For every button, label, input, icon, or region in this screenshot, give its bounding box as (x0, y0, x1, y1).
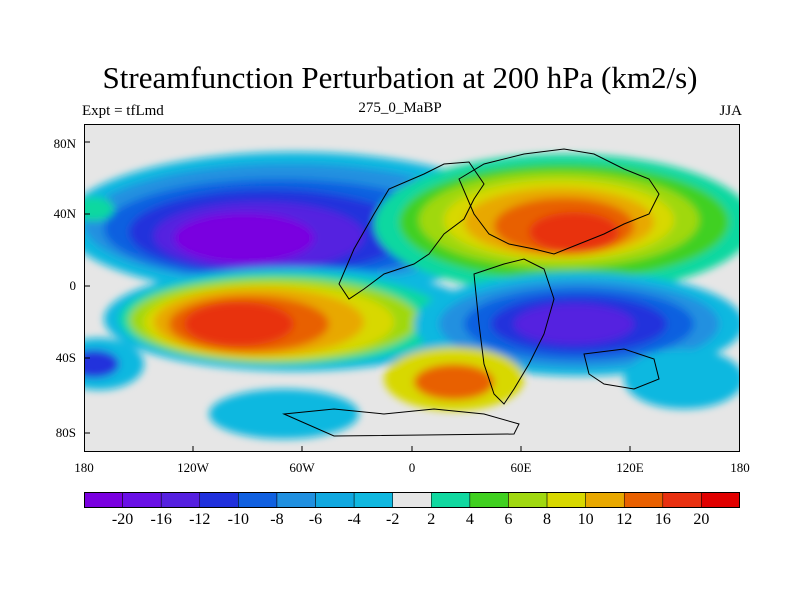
plot-title: Streamfunction Perturbation at 200 hPa (… (102, 60, 698, 95)
colorbar-label: 16 (654, 511, 671, 528)
colorbar-label: 20 (693, 511, 710, 528)
y-tick-label: 0 (69, 278, 77, 293)
colorbar-box (662, 492, 702, 508)
y-tick-label: 80N (53, 136, 76, 151)
colorbar-box (160, 492, 201, 508)
colorbar-label: -2 (386, 511, 400, 528)
x-tick-label: 120W (177, 460, 209, 475)
colorbar-box (392, 492, 432, 508)
antarctica-outline (282, 408, 520, 437)
y-tick-label: 40N (53, 206, 76, 221)
colorbar-label: -10 (227, 511, 249, 528)
colorbar-box (276, 492, 316, 508)
period-label: 275_0_MaBP (358, 100, 442, 116)
experiment-label: Expt = tfLmd (82, 103, 164, 119)
season-label: JJA (719, 103, 742, 119)
colorbar-box (431, 492, 471, 508)
x-tick-label: 120E (616, 460, 644, 475)
colorbar-box (353, 492, 393, 508)
colorbar-box (623, 492, 664, 508)
colorbar-box (315, 492, 355, 508)
colorbar-label: -4 (347, 511, 361, 528)
x-tick-label: 180 (74, 460, 94, 475)
y-tick-label: 40S (55, 350, 76, 365)
colorbar-box (238, 492, 278, 508)
colorbar-box (508, 492, 548, 508)
australia-outline (583, 348, 660, 390)
colorbar-box (585, 492, 625, 508)
colorbar (84, 492, 740, 508)
coastline-outlines (282, 148, 660, 437)
y-tick-label: 80S (55, 425, 76, 440)
colorbar-label: 8 (543, 511, 552, 528)
colorbar-box (469, 492, 509, 508)
x-tick-label: 180 (730, 460, 750, 475)
colorbar-box (122, 492, 162, 508)
eurasia-outline (458, 148, 660, 255)
streamfunction-map (84, 124, 740, 452)
colorbar-label: -8 (270, 511, 284, 528)
colorbar-box (84, 492, 123, 508)
colorbar-label: 12 (616, 511, 633, 528)
americas-outline (338, 161, 485, 300)
x-tick-label: 0 (408, 460, 416, 475)
colorbar-box (546, 492, 586, 508)
africa-outline (473, 258, 555, 405)
colorbar-box (199, 492, 239, 508)
x-tick-label: 60E (510, 460, 532, 475)
colorbar-label: 4 (465, 511, 474, 528)
colorbar-label: 2 (427, 511, 436, 528)
colorbar-box (701, 492, 740, 508)
colorbar-label: 6 (504, 511, 513, 528)
colorbar-label: -20 (111, 511, 134, 528)
colorbar-label: -6 (308, 511, 323, 528)
colorbar-label: -16 (150, 511, 172, 528)
colorbar-label: 10 (577, 511, 594, 528)
colorbar-label: -12 (189, 511, 211, 528)
x-tick-label: 60W (289, 460, 315, 475)
